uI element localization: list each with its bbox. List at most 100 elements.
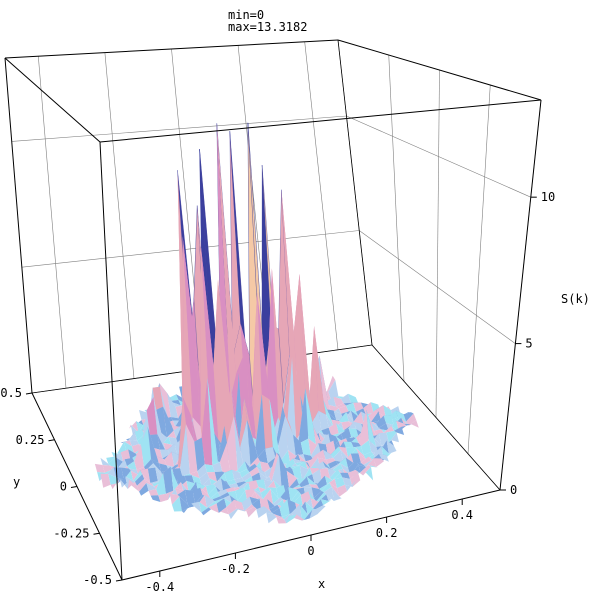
surface-facet <box>227 490 238 501</box>
surface-facet <box>104 467 114 474</box>
surface-facet <box>288 487 299 502</box>
surface-facet <box>225 487 236 493</box>
surface-facet <box>383 415 394 425</box>
surface-facet <box>161 436 171 446</box>
surface-facet <box>346 412 357 425</box>
surface-facet <box>222 495 233 504</box>
surface-facet <box>179 496 190 512</box>
x-tick-label: 0.2 <box>376 526 398 540</box>
y-tick-label: -0.25 <box>53 526 89 540</box>
surface-facet <box>343 421 354 432</box>
surface-facet <box>163 406 174 438</box>
surface-facet <box>350 453 361 463</box>
surface-facet <box>326 375 336 394</box>
surface-facet <box>251 292 258 425</box>
y-tick <box>48 439 55 442</box>
surface-facet <box>181 503 192 513</box>
surface-facet <box>290 453 301 465</box>
surface-facet <box>330 463 341 470</box>
surface-facet <box>290 491 301 504</box>
surface-facet <box>327 478 337 488</box>
surface-facet <box>128 431 138 441</box>
surface-facet <box>381 425 392 433</box>
surface-facet <box>324 475 335 485</box>
surface-facet <box>301 484 312 488</box>
surface-facet <box>332 472 343 481</box>
surface-facet <box>235 487 246 501</box>
surface-facet <box>238 398 248 451</box>
box-edge <box>371 344 501 491</box>
surface-facet <box>308 438 319 456</box>
surface-facet <box>335 457 346 465</box>
surface-facet <box>320 499 332 506</box>
surface-facet <box>315 449 326 460</box>
surface-facet <box>269 399 281 461</box>
surface-facet <box>341 421 352 431</box>
surface-facet <box>194 437 205 472</box>
surface-facet <box>94 463 105 473</box>
surface-facet <box>264 506 275 515</box>
surface-facet <box>371 411 382 423</box>
surface-facet <box>265 447 276 464</box>
surface-facet <box>353 421 364 434</box>
surface-facet <box>340 393 351 404</box>
surface-facet <box>280 487 291 502</box>
surface-facet <box>100 473 111 488</box>
surface-facet <box>115 457 125 469</box>
surface-facet <box>353 411 364 425</box>
surface-facet <box>261 476 272 483</box>
surface-facet <box>318 410 329 431</box>
surface-facet <box>343 453 354 463</box>
surface-facet <box>348 428 359 438</box>
surface-facet <box>205 484 216 495</box>
surface-facet <box>147 467 158 483</box>
y-tick-label: -0.5 <box>83 573 112 587</box>
surface-facet <box>146 483 157 491</box>
surface-facet <box>329 482 340 497</box>
surface-facet <box>100 457 111 466</box>
surface-facet <box>170 466 181 472</box>
surface-facet <box>160 449 170 459</box>
surface-facet <box>199 501 209 513</box>
surface-facet <box>329 469 341 481</box>
x-tick-label: 0.4 <box>451 508 473 522</box>
box-edge <box>99 141 123 581</box>
surface-facet <box>336 403 346 409</box>
x-tick-label: -0.4 <box>145 580 174 594</box>
surface-facet <box>134 420 144 426</box>
surface-facet <box>373 437 384 447</box>
z-tick-label: 10 <box>541 190 555 204</box>
surface-facet <box>284 467 295 477</box>
surface-facet <box>130 424 141 437</box>
surface-facet <box>302 467 313 481</box>
surface-facet <box>373 458 384 468</box>
surface-facet <box>292 494 303 507</box>
surface-facet <box>333 449 344 463</box>
surface-facet <box>368 464 379 468</box>
surface-facet <box>216 123 240 428</box>
surface-facet <box>355 469 366 476</box>
max-label: max=13.3182 <box>228 20 307 34</box>
surface-facet <box>386 430 397 443</box>
surface-facet <box>214 471 225 482</box>
surface-facet <box>348 437 359 445</box>
surface-facet <box>204 495 215 508</box>
surface-facet <box>247 419 258 466</box>
surface-facet <box>218 507 229 515</box>
surface-facet <box>171 425 181 431</box>
surface-facet <box>182 473 192 476</box>
surface-facet <box>342 477 353 487</box>
surface-facet <box>180 424 190 476</box>
surface-facet <box>323 400 334 428</box>
box-edge <box>337 39 373 346</box>
surface-facet <box>271 454 282 488</box>
surface-facet <box>148 489 159 496</box>
surface-facet <box>153 463 164 478</box>
surface-facet <box>272 497 283 507</box>
surface-facet <box>327 468 338 478</box>
grid-line <box>388 54 405 382</box>
surface-facet <box>226 499 237 515</box>
surface-facet <box>220 492 230 499</box>
surface-facet <box>297 461 308 469</box>
